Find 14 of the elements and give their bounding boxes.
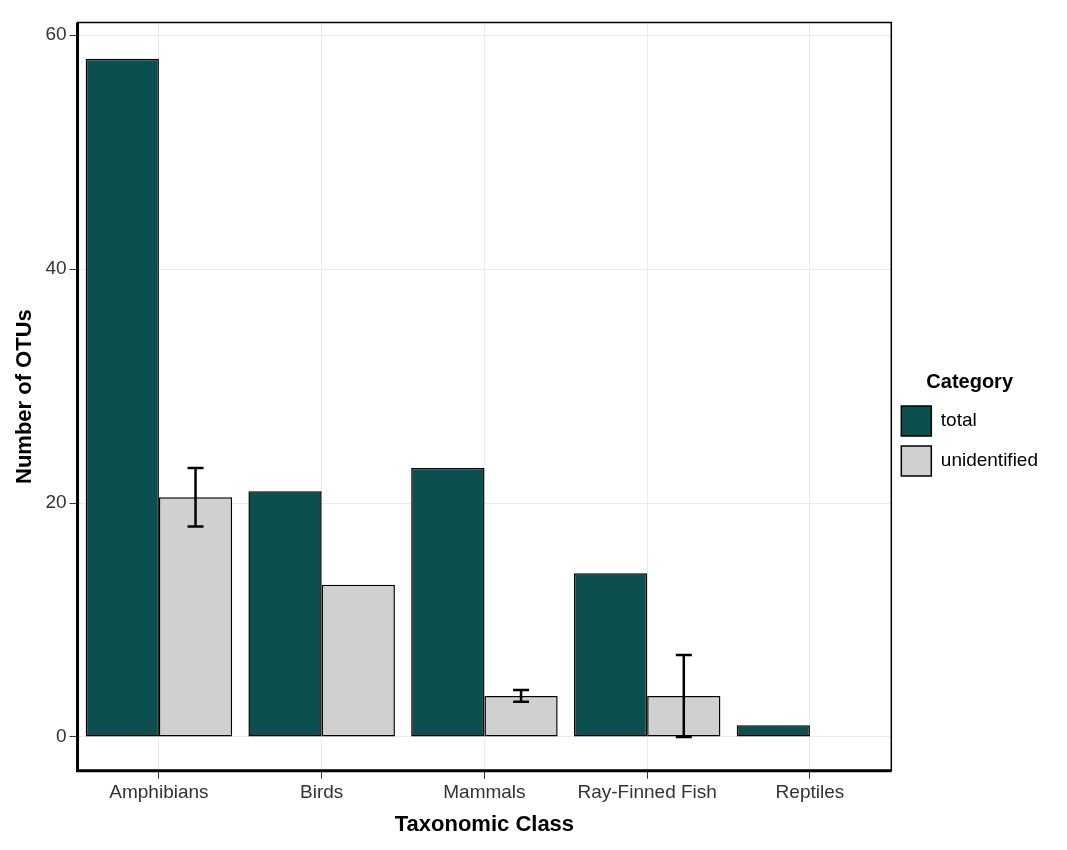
- x-tick-label: Birds: [300, 781, 344, 803]
- x-tick-label: Ray-Finned Fish: [577, 781, 717, 803]
- y-tick-label: 40: [45, 257, 67, 279]
- x-tick-label: Reptiles: [775, 781, 845, 803]
- x-axis-title: Taxonomic Class: [394, 810, 575, 836]
- x-tick-label: Mammals: [443, 781, 526, 803]
- y-tick-label: 60: [45, 23, 67, 45]
- x-tick-label: Amphibians: [109, 781, 209, 803]
- legend-label: total: [940, 409, 977, 431]
- legend-title: Category: [926, 369, 1014, 392]
- y-axis-title: Number of OTUs: [11, 309, 37, 484]
- y-tick-label: 0: [55, 725, 67, 747]
- y-tick-label: 20: [45, 491, 67, 513]
- legend-label: unidentified: [940, 449, 1039, 471]
